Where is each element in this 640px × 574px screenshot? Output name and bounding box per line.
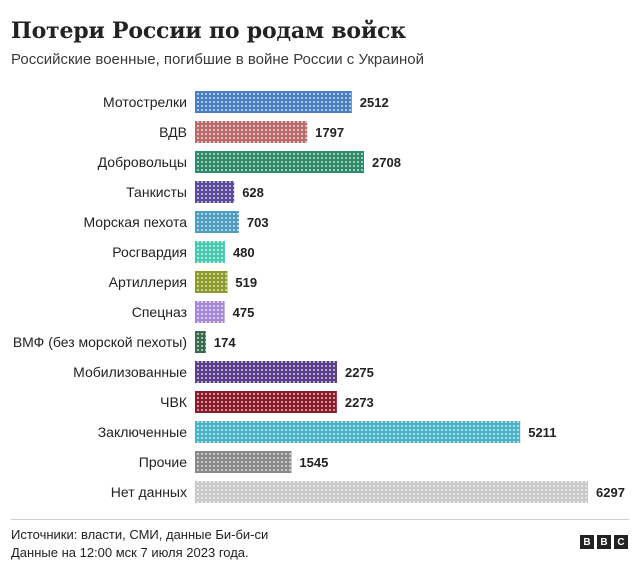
category-label: Артиллерия [109,274,187,290]
category-label: Нет данных [111,484,187,500]
bar [195,121,308,143]
bar [195,151,365,173]
category-label: Мотострелки [103,94,187,110]
value-label: 519 [235,275,257,290]
category-label: ВДВ [159,124,187,140]
bbc-logo-letter: B [580,535,594,549]
bar [195,211,239,233]
category-label: ВМФ (без морской пехоты) [13,334,187,350]
category-label: Росгвардия [112,244,187,260]
value-label: 1545 [299,455,328,470]
value-label: 628 [242,185,264,200]
bar [195,421,521,443]
value-label: 2512 [360,95,389,110]
bar [195,331,206,353]
bar-chart: Мотострелки 2512 ВДВ 1797 Добровольцы 2708 Тан… [13,91,625,503]
category-label: Добровольцы [98,154,187,170]
bar [195,451,292,473]
category-label: Спецназ [132,304,187,320]
date-note: Данные на 12:00 мск 7 июля 2023 года. [11,545,249,560]
chart-subtitle: Российские военные, погибшие в войне Рос… [11,51,424,68]
value-label: 2273 [345,395,374,410]
value-label: 2708 [372,155,401,170]
category-label: Морская пехота [83,214,187,230]
value-label: 475 [233,305,255,320]
bbc-logo-letter: C [614,535,628,549]
chart-title: Потери России по родам войск [11,18,406,44]
category-label: Прочие [139,454,187,470]
value-label: 480 [233,245,255,260]
category-label: ЧВК [160,394,188,410]
value-label: 174 [214,335,236,350]
bbc-logo-letter: B [597,535,611,549]
value-label: 6297 [596,485,625,500]
category-label: Танкисты [126,184,187,200]
value-label: 1797 [315,125,344,140]
category-label: Заключенные [98,424,187,440]
value-label: 2275 [345,365,374,380]
bar [195,481,588,503]
bar [195,91,352,113]
value-label: 703 [247,215,269,230]
bar [195,271,228,293]
bar [195,241,225,263]
bar [195,361,337,383]
value-label: 5211 [528,425,556,440]
category-label: Мобилизованные [73,364,187,380]
bar [195,391,337,413]
bbc-logo: B B C [580,535,628,549]
source-note: Источники: власти, СМИ, данные Би-би-си [11,527,269,542]
bar [195,181,235,203]
bar [195,301,225,323]
footer-divider [11,519,629,520]
